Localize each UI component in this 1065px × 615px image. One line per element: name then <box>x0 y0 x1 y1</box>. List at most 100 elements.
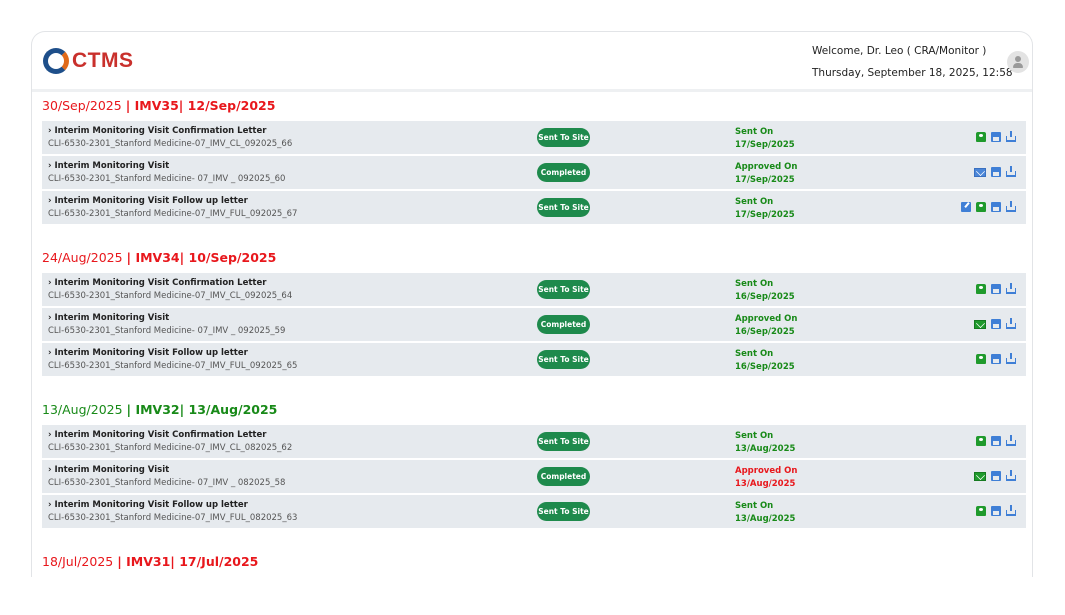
action-status: Approved On 16/Sep/2025 <box>735 313 797 339</box>
document-name-text: Interim Monitoring Visit Follow up lette… <box>54 196 248 206</box>
document-name[interactable]: › Interim Monitoring Visit Confirmation … <box>48 126 267 136</box>
status-badge: Completed <box>537 467 590 486</box>
edit-icon[interactable] <box>961 202 971 212</box>
document-code: CLI-6530-2301_Stanford Medicine-07_IMV_F… <box>48 513 298 523</box>
document-row[interactable]: › Interim Monitoring Visit CLI-6530-2301… <box>42 460 1026 493</box>
print-icon[interactable] <box>991 319 1001 329</box>
print-icon[interactable] <box>991 132 1001 142</box>
visit-list: 30/Sep/2025 | IMV35| 12/Sep/2025 › Inter… <box>32 92 1032 577</box>
action-label: Sent On <box>735 197 774 207</box>
ctms-logo[interactable]: CTMS <box>43 48 134 74</box>
user-avatar-icon[interactable] <box>1007 51 1029 73</box>
action-label: Approved On <box>735 162 798 172</box>
document-name[interactable]: › Interim Monitoring Visit <box>48 313 170 323</box>
document-name-text: Interim Monitoring Visit <box>54 313 170 323</box>
row-actions <box>974 165 1016 177</box>
visit-section: 24/Aug/2025 | IMV34| 10/Sep/2025 › Inter… <box>42 244 1026 376</box>
document-row[interactable]: › Interim Monitoring Visit Follow up let… <box>42 343 1026 376</box>
print-icon[interactable] <box>991 167 1001 177</box>
document-name-text: Interim Monitoring Visit Confirmation Le… <box>54 278 267 288</box>
download-icon[interactable] <box>1006 165 1016 177</box>
action-date: 16/Sep/2025 <box>735 292 795 302</box>
sent-mail-icon[interactable] <box>976 436 986 446</box>
download-icon[interactable] <box>1006 282 1016 294</box>
document-name[interactable]: › Interim Monitoring Visit <box>48 161 170 171</box>
action-status: Sent On 16/Sep/2025 <box>735 348 795 374</box>
print-icon[interactable] <box>991 506 1001 516</box>
action-label: Approved On <box>735 466 798 476</box>
visit-section: 13/Aug/2025 | IMV32| 13/Aug/2025 › Inter… <box>42 396 1026 528</box>
document-name-text: Interim Monitoring Visit <box>54 465 170 475</box>
document-row[interactable]: › Interim Monitoring Visit CLI-6530-2301… <box>42 308 1026 341</box>
document-code: CLI-6530-2301_Stanford Medicine-07_IMV_C… <box>48 291 293 301</box>
sent-mail-icon[interactable] <box>976 506 986 516</box>
document-name[interactable]: › Interim Monitoring Visit <box>48 465 170 475</box>
logo-ring-icon <box>43 48 69 74</box>
section-title: 18/Jul/2025 | IMV31| 17/Jul/2025 <box>42 548 1026 577</box>
print-icon[interactable] <box>991 202 1001 212</box>
download-icon[interactable] <box>1006 469 1016 481</box>
action-date: 16/Sep/2025 <box>735 327 795 337</box>
main-card: CTMS Welcome, Dr. Leo ( CRA/Monitor ) Th… <box>31 31 1033 577</box>
section-visit: | IMV32| 13/Aug/2025 <box>126 402 278 417</box>
sent-mail-icon[interactable] <box>976 284 986 294</box>
print-icon[interactable] <box>991 354 1001 364</box>
document-row[interactable]: › Interim Monitoring Visit Confirmation … <box>42 273 1026 306</box>
row-actions <box>976 504 1016 516</box>
download-icon[interactable] <box>1006 352 1016 364</box>
section-visit: | IMV35| 12/Sep/2025 <box>125 98 276 113</box>
download-icon[interactable] <box>1006 504 1016 516</box>
document-row[interactable]: › Interim Monitoring Visit Follow up let… <box>42 495 1026 528</box>
sent-mail-icon[interactable] <box>976 132 986 142</box>
document-name-text: Interim Monitoring Visit Confirmation Le… <box>54 430 267 440</box>
document-row[interactable]: › Interim Monitoring Visit CLI-6530-2301… <box>42 156 1026 189</box>
document-name[interactable]: › Interim Monitoring Visit Confirmation … <box>48 278 267 288</box>
document-code: CLI-6530-2301_Stanford Medicine- 07_IMV … <box>48 478 286 488</box>
document-row[interactable]: › Interim Monitoring Visit Follow up let… <box>42 191 1026 224</box>
document-name[interactable]: › Interim Monitoring Visit Follow up let… <box>48 196 248 206</box>
visit-section: 18/Jul/2025 | IMV31| 17/Jul/2025 <box>42 548 1026 577</box>
print-icon[interactable] <box>991 436 1001 446</box>
action-date: 13/Aug/2025 <box>735 514 796 524</box>
row-actions <box>961 200 1016 212</box>
action-status: Approved On 13/Aug/2025 <box>735 465 797 491</box>
download-icon[interactable] <box>1006 200 1016 212</box>
action-label: Sent On <box>735 127 774 137</box>
download-icon[interactable] <box>1006 317 1016 329</box>
status-badge: Sent To Site <box>537 280 590 299</box>
document-name-text: Interim Monitoring Visit Follow up lette… <box>54 500 248 510</box>
section-date: 18/Jul/2025 <box>42 554 114 569</box>
section-title: 30/Sep/2025 | IMV35| 12/Sep/2025 <box>42 92 1026 121</box>
download-icon[interactable] <box>1006 130 1016 142</box>
action-status: Sent On 17/Sep/2025 <box>735 126 795 152</box>
action-date: 13/Aug/2025 <box>735 479 796 489</box>
status-badge: Sent To Site <box>537 502 590 521</box>
mail-green-icon[interactable] <box>974 471 986 481</box>
visit-section: 30/Sep/2025 | IMV35| 12/Sep/2025 › Inter… <box>42 92 1026 224</box>
action-status: Sent On 13/Aug/2025 <box>735 500 795 526</box>
section-date: 24/Aug/2025 <box>42 250 123 265</box>
action-date: 13/Aug/2025 <box>735 444 796 454</box>
action-date: 17/Sep/2025 <box>735 210 795 220</box>
print-icon[interactable] <box>991 284 1001 294</box>
mail-green-icon[interactable] <box>974 319 986 329</box>
document-code: CLI-6530-2301_Stanford Medicine-07_IMV_F… <box>48 361 298 371</box>
sent-mail-icon[interactable] <box>976 354 986 364</box>
sent-mail-icon[interactable] <box>976 202 986 212</box>
document-row[interactable]: › Interim Monitoring Visit Confirmation … <box>42 425 1026 458</box>
document-name-text: Interim Monitoring Visit <box>54 161 170 171</box>
document-name[interactable]: › Interim Monitoring Visit Follow up let… <box>48 348 248 358</box>
action-label: Sent On <box>735 349 774 359</box>
document-name[interactable]: › Interim Monitoring Visit Follow up let… <box>48 500 248 510</box>
download-icon[interactable] <box>1006 434 1016 446</box>
document-row[interactable]: › Interim Monitoring Visit Confirmation … <box>42 121 1026 154</box>
action-status: Sent On 16/Sep/2025 <box>735 278 795 304</box>
document-name[interactable]: › Interim Monitoring Visit Confirmation … <box>48 430 267 440</box>
action-date: 17/Sep/2025 <box>735 175 795 185</box>
document-code: CLI-6530-2301_Stanford Medicine-07_IMV_C… <box>48 443 293 453</box>
status-badge: Completed <box>537 163 590 182</box>
header: CTMS Welcome, Dr. Leo ( CRA/Monitor ) Th… <box>32 32 1032 92</box>
action-label: Sent On <box>735 501 774 511</box>
print-icon[interactable] <box>991 471 1001 481</box>
mail-blue-icon[interactable] <box>974 167 986 177</box>
